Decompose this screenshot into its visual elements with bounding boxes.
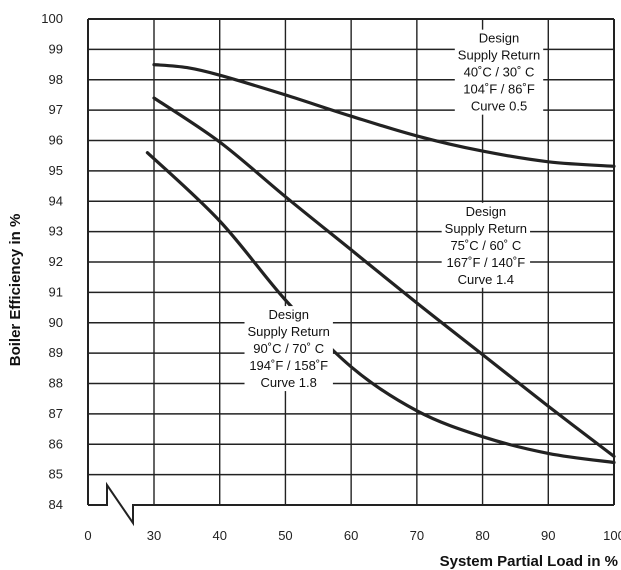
annotation-line: 167˚F / 140˚F xyxy=(446,255,525,270)
y-tick-label: 89 xyxy=(49,345,63,360)
annotation-text: Design Supply Return 75˚C / 60˚ C 167˚F / 1… xyxy=(445,204,527,287)
annotation-line: 90˚C / 70˚ C xyxy=(253,341,324,356)
annotation-text: Design Supply Return 40˚C / 30˚ C 104˚F / 8… xyxy=(458,31,540,114)
y-tick-label: 87 xyxy=(49,406,63,421)
y-axis-title: Boiler Efficiency in % xyxy=(7,214,24,367)
annotation-line: Design xyxy=(268,307,308,322)
y-tick-label: 92 xyxy=(49,254,63,269)
annotation-line: Supply Return xyxy=(445,221,527,236)
x-tick-label: 70 xyxy=(410,528,424,543)
y-tick-label: 95 xyxy=(49,163,63,178)
annotation-background xyxy=(244,306,333,392)
annotation-line: Curve 1.8 xyxy=(261,375,317,390)
annotation-line: 75˚C / 60˚ C xyxy=(450,238,521,253)
y-tick-label: 96 xyxy=(49,133,63,148)
curve-annotation: Design Supply Return 40˚C / 30˚ C 104˚F / 8… xyxy=(454,29,544,115)
series-lines xyxy=(145,62,616,465)
annotation-line: Design xyxy=(466,204,506,219)
annotation-line: Supply Return xyxy=(248,324,330,339)
y-tick-label: 86 xyxy=(49,436,63,451)
series-line-curve-1-4 xyxy=(152,96,616,458)
y-tick-label: 98 xyxy=(49,72,63,87)
y-tick-label: 88 xyxy=(49,376,63,391)
y-tick-label: 91 xyxy=(49,284,63,299)
curve-annotation: Design Supply Return 90˚C / 70˚ C 194˚F / 1… xyxy=(244,306,333,392)
y-tick-label: 100 xyxy=(41,11,63,26)
x-tick-label: 80 xyxy=(475,528,489,543)
y-tick-label: 93 xyxy=(49,224,63,239)
plot-frame xyxy=(87,18,615,527)
x-tick-label: 100 xyxy=(603,528,621,543)
y-tick-label: 99 xyxy=(49,41,63,56)
tick-labels: 84 85 86 87 88 89 90 91 92 93 94 95 96 97 98 99 100 0 30 40… xyxy=(41,11,621,543)
x-tick-label: 50 xyxy=(278,528,292,543)
annotation-line: 104˚F / 86˚F xyxy=(463,82,535,97)
annotation-line: Curve 1.4 xyxy=(458,272,514,287)
curve-annotation: Design Supply Return 75˚C / 60˚ C 167˚F / 1… xyxy=(441,202,531,288)
y-tick-label: 84 xyxy=(49,497,63,512)
annotation-text: Design Supply Return 90˚C / 70˚ C 194˚F / 1… xyxy=(248,307,330,390)
x-tick-label: 60 xyxy=(344,528,358,543)
series-line-curve-1-8 xyxy=(145,151,616,465)
y-tick-label: 94 xyxy=(49,193,63,208)
y-tick-label: 97 xyxy=(49,102,63,117)
series-line-curve-0-5 xyxy=(152,62,616,168)
x-axis-title: System Partial Load in % xyxy=(440,553,618,570)
annotation-line: 40˚C / 30˚ C xyxy=(464,65,535,80)
curve-annotations: Design Supply Return 40˚C / 30˚ C 104˚F / 8… xyxy=(244,29,544,392)
x-tick-label: 40 xyxy=(212,528,226,543)
annotation-line: Supply Return xyxy=(458,48,540,63)
annotation-line: Design xyxy=(479,31,519,46)
x-tick-label: 30 xyxy=(147,528,161,543)
x-tick-label: 90 xyxy=(541,528,555,543)
annotation-background xyxy=(454,29,544,115)
annotation-line: 194˚F / 158˚F xyxy=(249,358,328,373)
axis-break xyxy=(88,481,614,527)
y-tick-label: 85 xyxy=(49,467,63,482)
x-tick-label: 0 xyxy=(84,528,91,543)
annotation-line: Curve 0.5 xyxy=(471,99,527,114)
annotation-background xyxy=(441,202,531,288)
y-tick-label: 90 xyxy=(49,315,63,330)
